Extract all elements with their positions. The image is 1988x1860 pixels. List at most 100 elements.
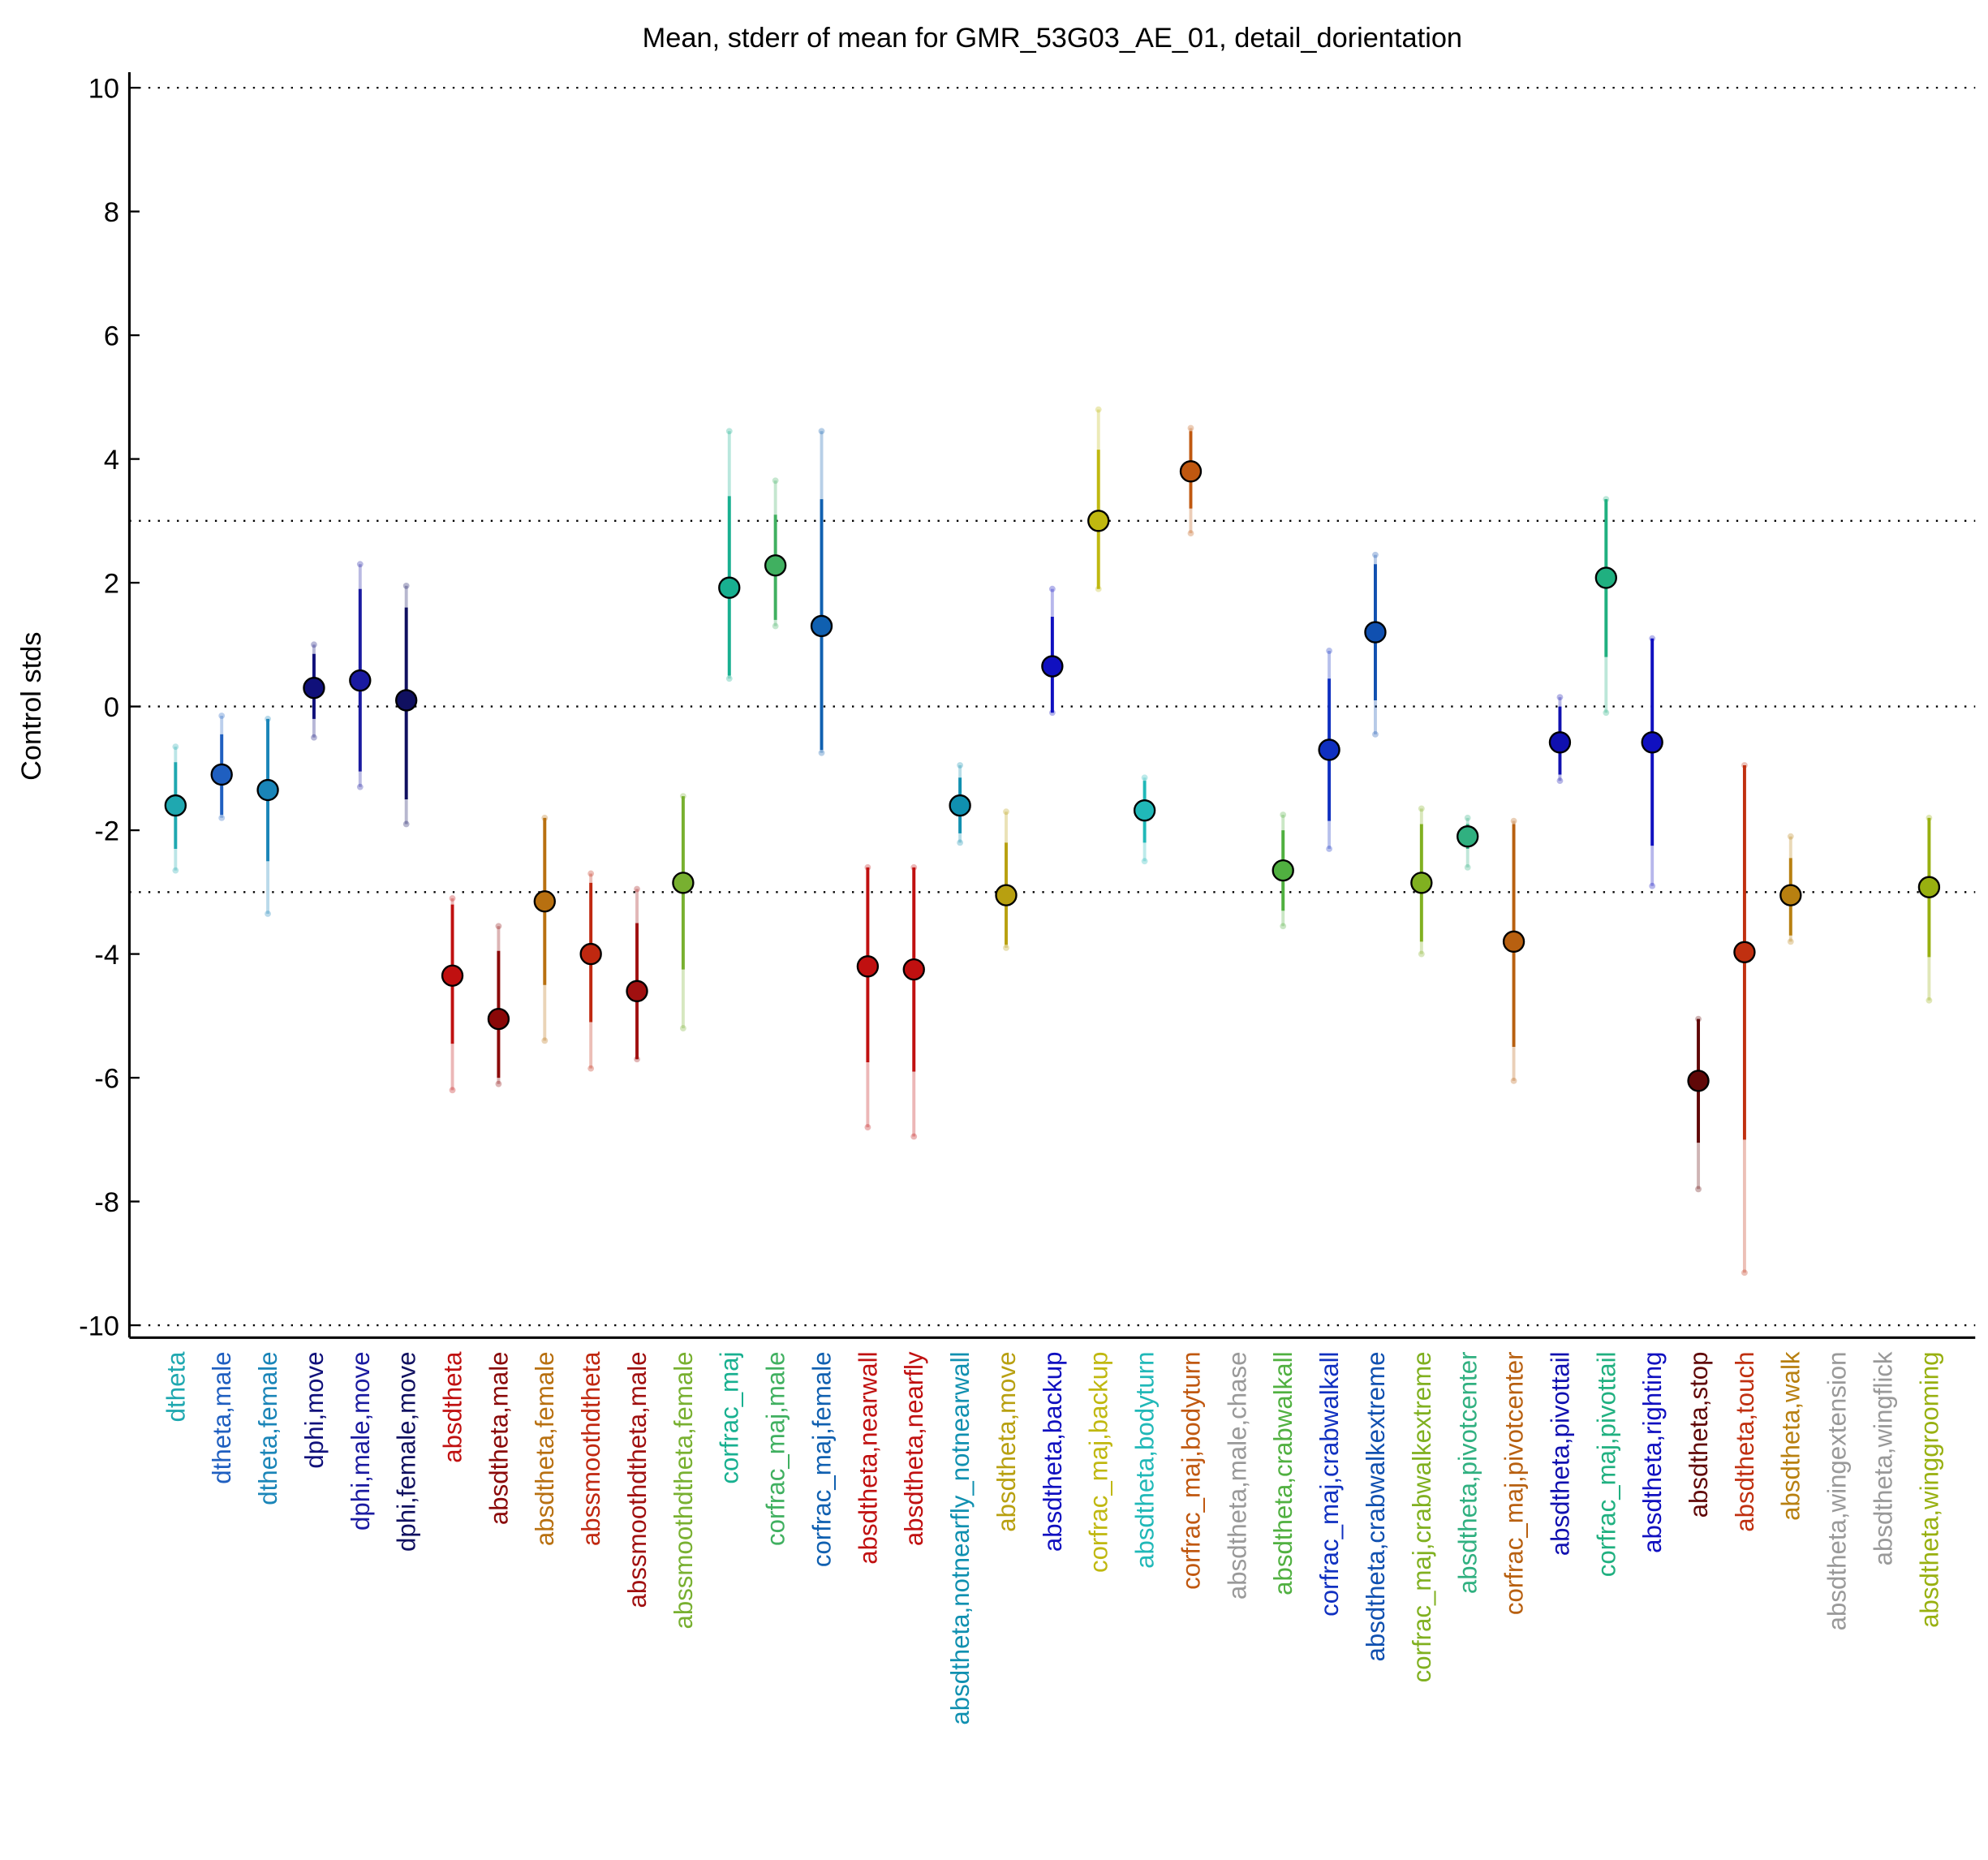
range-end xyxy=(1095,406,1102,413)
x-tick-label: absdtheta,female xyxy=(531,1351,559,1546)
range-end xyxy=(218,713,226,719)
y-tick-label: 8 xyxy=(104,197,119,228)
mean-marker xyxy=(1457,825,1479,848)
mean-marker xyxy=(256,778,279,802)
x-tick-label: absdtheta,stop xyxy=(1685,1351,1713,1518)
x-tick-label: absdtheta,nearfly xyxy=(900,1351,928,1546)
mean-marker xyxy=(902,958,925,981)
x-tick-label: absdtheta,male xyxy=(484,1351,513,1525)
range-end xyxy=(402,820,410,828)
x-tick-label: absdtheta xyxy=(438,1351,467,1463)
range-end xyxy=(1187,424,1194,432)
range-end xyxy=(1464,863,1471,871)
x-tick-label: abssmoothdtheta,male xyxy=(623,1351,652,1608)
y-tick-label: -2 xyxy=(94,816,119,847)
range-end xyxy=(1695,1186,1702,1193)
y-tick-label: -10 xyxy=(79,1311,119,1342)
x-tick-label: corfrac_maj,crabwalkextreme xyxy=(1408,1351,1436,1682)
range-end xyxy=(725,675,733,682)
x-tick-label: corfrac_maj,backup xyxy=(1085,1351,1113,1573)
mean-marker xyxy=(164,794,187,817)
mean-marker xyxy=(764,554,787,577)
y-axis-label: Control stds xyxy=(16,632,47,781)
range-end xyxy=(449,1087,456,1094)
x-tick-label: absdtheta,backup xyxy=(1039,1351,1067,1552)
mean-marker xyxy=(210,763,233,786)
mean-marker xyxy=(810,614,833,638)
mean-marker xyxy=(533,890,556,913)
range-end xyxy=(1003,808,1009,816)
x-tick-label: dtheta xyxy=(161,1351,190,1422)
mean-marker xyxy=(1179,460,1203,483)
mean-marker xyxy=(1917,876,1941,898)
y-tick-label: 4 xyxy=(104,445,119,476)
range-end xyxy=(1510,817,1517,825)
range-end xyxy=(218,814,226,821)
range-end xyxy=(957,839,964,846)
range-end xyxy=(725,428,733,435)
range-end xyxy=(1141,774,1148,781)
range-end xyxy=(1603,709,1610,717)
range-end xyxy=(1556,777,1564,784)
mean-marker xyxy=(672,872,695,894)
mean-marker xyxy=(1641,731,1663,754)
range-end xyxy=(1372,551,1379,558)
y-tick-label: 10 xyxy=(88,74,119,105)
x-tick-label: absdtheta,notnearfly_notnearwall xyxy=(946,1351,975,1724)
range-end xyxy=(495,1080,502,1087)
x-tick-label: abssmoothdtheta xyxy=(577,1351,605,1546)
y-tick-label: -4 xyxy=(94,940,119,971)
mean-marker xyxy=(949,794,971,817)
x-tick-label: absdtheta,male,chase xyxy=(1223,1351,1251,1600)
range-end xyxy=(356,783,364,790)
mean-marker xyxy=(1318,738,1340,761)
range-end xyxy=(1510,1077,1517,1084)
range-end xyxy=(1464,814,1471,821)
range-end xyxy=(1372,730,1379,738)
mean-marker xyxy=(856,955,880,978)
mean-marker xyxy=(441,964,464,987)
mean-marker xyxy=(1779,884,1802,906)
range-end xyxy=(587,1065,595,1072)
chart-title: Mean, stderr of mean for GMR_53G03_AE_01… xyxy=(643,23,1462,54)
x-tick-label: absdtheta,nearwall xyxy=(854,1351,882,1564)
mean-marker xyxy=(1733,941,1756,963)
x-tick-label: corfrac_maj,pivottail xyxy=(1592,1351,1620,1577)
x-tick-label: corfrac_maj,bodyturn xyxy=(1177,1351,1205,1589)
mean-marker xyxy=(626,980,648,1002)
range-end xyxy=(172,867,179,874)
range-end xyxy=(1141,858,1148,865)
x-tick-label: corfrac_maj,female xyxy=(807,1351,836,1567)
mean-marker xyxy=(1133,799,1156,822)
x-tick-label: dtheta,female xyxy=(254,1351,282,1505)
range-end xyxy=(1280,812,1287,818)
mean-marker xyxy=(995,884,1018,906)
x-tick-label: dtheta,male xyxy=(208,1351,236,1483)
y-tick-label: -8 xyxy=(94,1187,119,1218)
mean-marker xyxy=(1502,930,1525,953)
mean-marker xyxy=(1410,872,1433,894)
mean-marker xyxy=(718,576,741,599)
range-end xyxy=(772,477,779,484)
mean-marker xyxy=(1272,859,1294,882)
y-tick-label: 0 xyxy=(104,692,119,723)
range-end xyxy=(1003,945,1009,951)
range-end xyxy=(587,870,595,877)
mean-marker xyxy=(487,1007,510,1031)
range-end xyxy=(1556,694,1564,701)
x-tick-label: absdtheta,pivottail xyxy=(1546,1351,1574,1556)
range-end xyxy=(449,895,456,902)
x-tick-label: corfrac_maj xyxy=(716,1351,744,1483)
range-end xyxy=(957,762,964,769)
range-end xyxy=(1048,585,1056,592)
range-end xyxy=(680,1025,686,1031)
range-end xyxy=(1787,938,1794,945)
range-end xyxy=(818,749,825,756)
range-end xyxy=(402,582,410,589)
range-end xyxy=(356,561,364,568)
range-end xyxy=(311,734,317,741)
x-tick-label: absdtheta,winggrooming xyxy=(1915,1351,1943,1627)
range-end xyxy=(265,911,271,917)
